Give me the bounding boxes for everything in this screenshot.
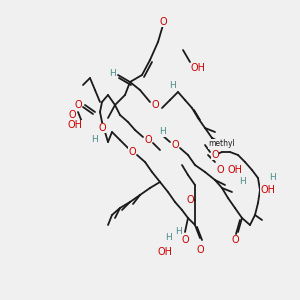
Text: OH: OH [227, 165, 242, 175]
Text: O: O [216, 165, 224, 175]
Text: O: O [74, 100, 82, 110]
Text: O: O [128, 147, 136, 157]
Text: O: O [144, 135, 152, 145]
Text: OH: OH [68, 120, 82, 130]
Text: H: H [240, 178, 246, 187]
Text: H: H [175, 227, 182, 236]
Text: O: O [186, 195, 194, 205]
Text: H: H [159, 128, 165, 136]
Text: H: H [110, 70, 116, 79]
Text: H: H [165, 233, 171, 242]
Text: O: O [151, 100, 159, 110]
Text: OH: OH [158, 247, 172, 257]
Text: O: O [211, 150, 219, 160]
Text: methyl: methyl [208, 140, 236, 148]
Text: O: O [171, 140, 179, 150]
Text: H: H [169, 80, 176, 89]
Text: OH: OH [260, 185, 275, 195]
Text: O: O [68, 110, 76, 120]
Text: H: H [92, 136, 98, 145]
Text: O: O [231, 235, 239, 245]
Text: O: O [196, 245, 204, 255]
Text: OH: OH [190, 63, 206, 73]
Text: H: H [268, 173, 275, 182]
Text: O: O [181, 235, 189, 245]
Text: O: O [98, 123, 106, 133]
Text: O: O [159, 17, 167, 27]
